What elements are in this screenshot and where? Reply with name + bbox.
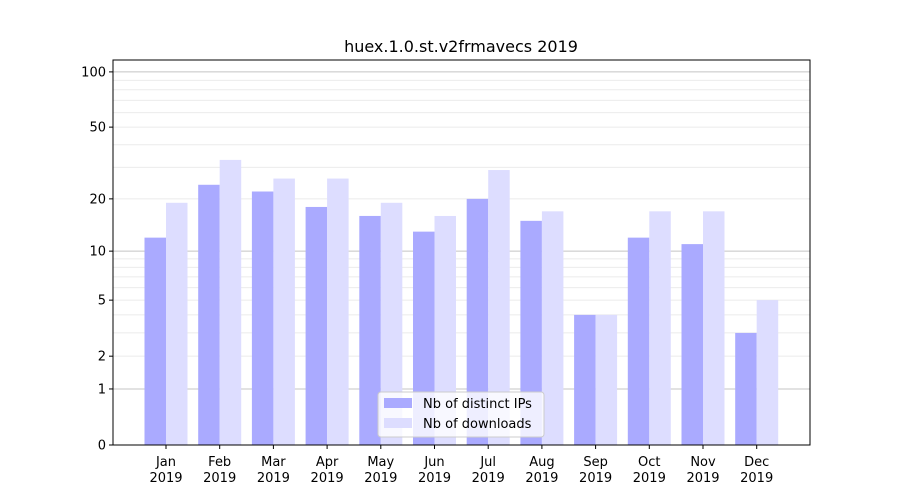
bar-downloads xyxy=(595,314,618,445)
bar-distinct-ips xyxy=(735,332,757,445)
x-tick-label: Sep xyxy=(583,455,608,470)
x-tick-label: May xyxy=(367,455,394,470)
x-tick-label: Feb xyxy=(208,455,231,470)
bar-distinct-ips xyxy=(198,184,220,445)
y-tick-label: 10 xyxy=(89,245,106,260)
y-tick-label: 100 xyxy=(81,65,106,80)
x-tick-label: 2019 xyxy=(418,471,451,486)
plot-frame xyxy=(112,59,811,446)
bar-distinct-ips xyxy=(466,198,489,445)
bar-distinct-ips xyxy=(574,314,596,445)
bar-downloads xyxy=(219,159,242,446)
x-tick-label: Dec xyxy=(744,455,769,470)
bar-distinct-ips xyxy=(681,244,703,445)
x-tick-label: 2019 xyxy=(203,471,236,486)
bar-downloads xyxy=(649,211,671,445)
bar-distinct-ips xyxy=(144,237,166,445)
y-tick-label: 0 xyxy=(98,439,106,454)
x-tick-label: 2019 xyxy=(633,471,666,486)
legend-label: Nb of distinct IPs xyxy=(423,397,532,412)
x-tick-label: Nov xyxy=(690,455,716,470)
bar-distinct-ips xyxy=(627,237,650,445)
bar-downloads xyxy=(327,178,349,446)
x-tick-label: 2019 xyxy=(472,471,505,486)
y-tick-label: 50 xyxy=(89,121,106,136)
y-tick-label: 1 xyxy=(98,382,106,397)
x-tick-label: 2019 xyxy=(525,471,558,486)
legend-swatch xyxy=(384,398,412,408)
y-tick-label: 20 xyxy=(89,192,106,207)
bar-downloads xyxy=(434,215,456,445)
x-tick-label: Mar xyxy=(261,455,286,470)
x-axis: Jan2019Feb2019Mar2019Apr2019May2019Jun20… xyxy=(149,445,773,486)
bar-distinct-ips xyxy=(251,191,274,445)
y-tick-label: 5 xyxy=(98,294,106,309)
bar-downloads xyxy=(703,211,725,445)
x-tick-label: 2019 xyxy=(364,471,397,486)
legend: Nb of distinct IPs Nb of downloads xyxy=(377,391,545,438)
y-axis: 0 1 2 5 10 20 50 100 xyxy=(81,65,113,454)
legend-box xyxy=(377,391,545,438)
x-tick-label: 2019 xyxy=(149,471,182,486)
x-tick-label: 2019 xyxy=(579,471,612,486)
chart-title: huex.1.0.st.v2frmavecs 2019 xyxy=(344,37,578,56)
y-tick-label: 2 xyxy=(98,350,106,365)
x-tick-label: 2019 xyxy=(257,471,290,486)
bar-distinct-ips xyxy=(305,206,328,445)
bar-distinct-ips xyxy=(520,220,542,445)
x-tick-label: 2019 xyxy=(740,471,773,486)
x-tick-label: Oct xyxy=(638,455,660,470)
bar-distinct-ips xyxy=(359,215,381,445)
x-tick-label: Jun xyxy=(423,455,444,470)
bar-downloads xyxy=(488,170,510,445)
legend-swatch xyxy=(384,418,412,428)
x-tick-label: 2019 xyxy=(311,471,344,486)
x-tick-label: 2019 xyxy=(686,471,719,486)
bars xyxy=(144,159,779,446)
bar-downloads xyxy=(380,202,403,445)
bar-downloads xyxy=(541,211,564,445)
x-tick-label: Apr xyxy=(316,455,339,470)
bar-downloads xyxy=(756,300,779,445)
x-tick-label: Aug xyxy=(529,455,554,470)
x-tick-label: Jan xyxy=(155,455,176,470)
bar-downloads xyxy=(166,202,188,445)
x-tick-label: Jul xyxy=(479,455,496,470)
bar-downloads xyxy=(273,178,295,446)
legend-label: Nb of downloads xyxy=(423,417,532,432)
